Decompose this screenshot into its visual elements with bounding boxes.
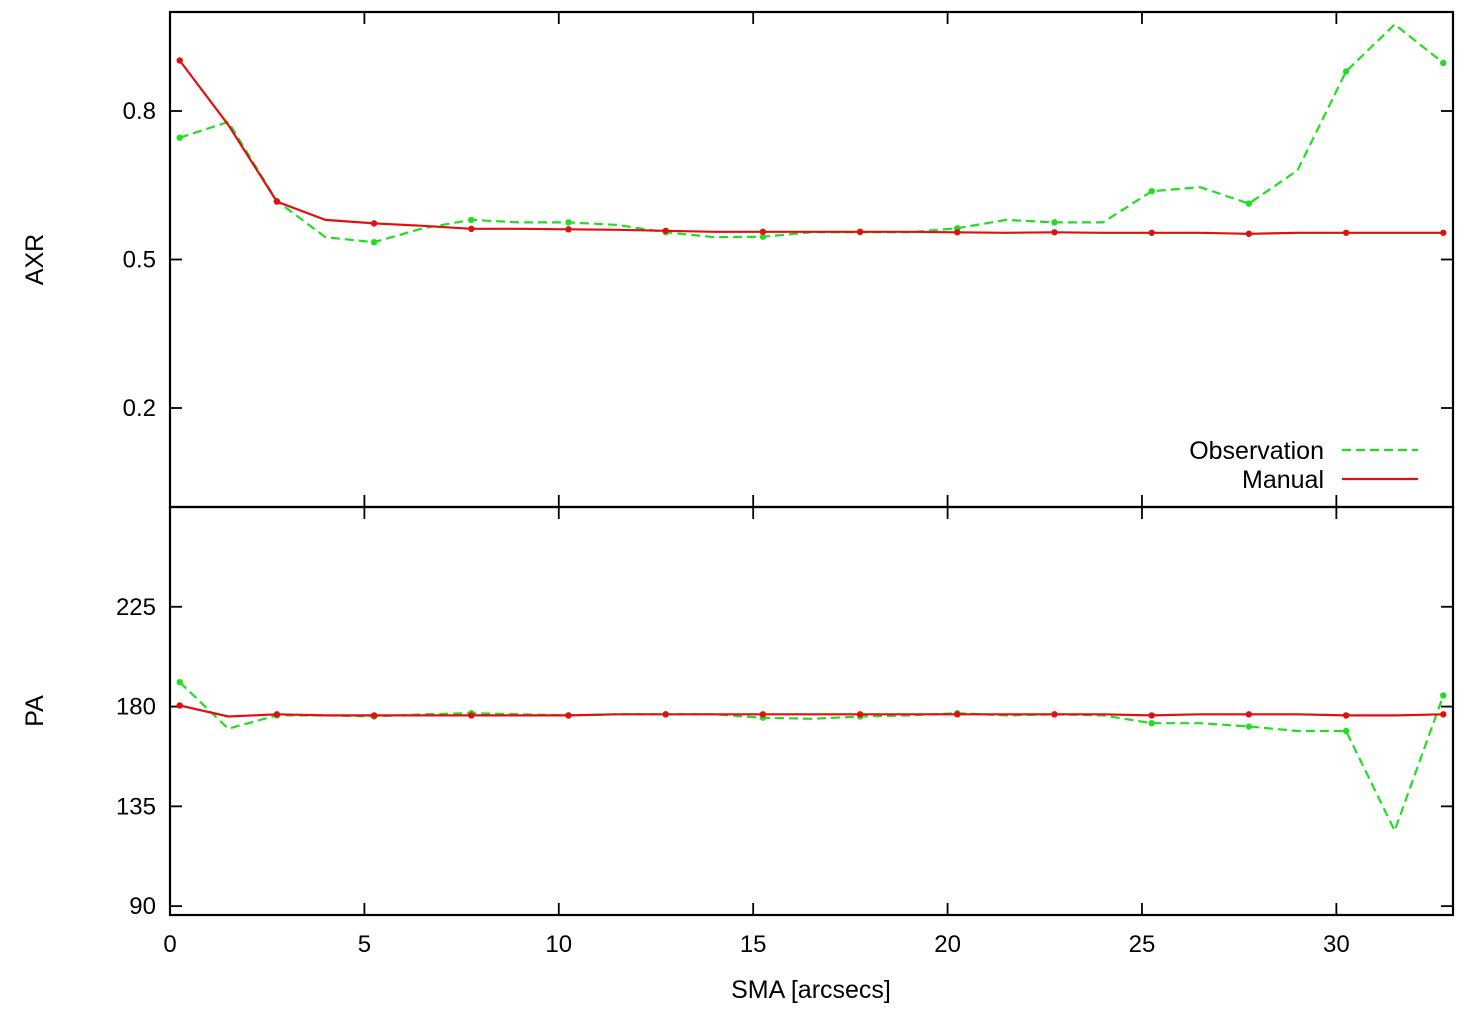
y-tick-label: 0.2 (123, 395, 156, 422)
data-point-manual (176, 702, 183, 709)
data-point-manual (370, 712, 378, 719)
y-tick-label: 0.5 (123, 247, 156, 274)
y-tick-label: 135 (116, 793, 156, 820)
y-tick-label: 225 (116, 594, 156, 621)
data-point-manual (954, 711, 961, 718)
data-point-manual (273, 198, 281, 205)
data-point-observation (1440, 59, 1447, 67)
data-point-manual (1342, 229, 1350, 236)
pa-panel: 90 135 180 225 0 5 10 15 20 25 30 PA (21, 505, 1455, 958)
series-line-manual (178, 59, 1444, 235)
x-axis-title: SMA [arcsecs] (731, 976, 891, 1004)
x-tick-label: 5 (358, 931, 371, 958)
data-point-manual (468, 225, 475, 233)
data-point-manual (1342, 712, 1350, 719)
data-point-observation (565, 219, 572, 226)
x-tick-label: 0 (163, 931, 176, 958)
data-point-observation (370, 238, 378, 246)
data-point-observation (1440, 692, 1447, 699)
data-point-manual (1245, 230, 1253, 237)
data-point-manual (954, 229, 961, 236)
x-tick-label: 25 (1129, 931, 1156, 958)
y-tick-label: 0.8 (123, 98, 156, 125)
data-point-manual (1440, 711, 1447, 718)
data-point-observation (1245, 723, 1253, 730)
data-point-observation (1148, 719, 1155, 727)
y-tick-label: 90 (129, 893, 156, 920)
data-point-manual (759, 228, 767, 235)
data-point-manual (856, 228, 864, 235)
legend-label-observation: Observation (1189, 437, 1324, 465)
data-point-manual (856, 711, 864, 718)
data-point-observation (468, 216, 475, 224)
data-point-manual (1440, 229, 1447, 236)
data-point-manual (176, 57, 183, 64)
data-point-manual (468, 712, 475, 719)
data-point-manual (565, 226, 572, 233)
plot-frame (168, 505, 1455, 917)
x-tick-label: 30 (1323, 931, 1350, 958)
legend: Observation Manual (1189, 437, 1418, 494)
legend-label-manual: Manual (1242, 466, 1324, 494)
data-point-manual (1148, 229, 1155, 236)
y-axis-title: PA (21, 695, 49, 727)
x-tick-label: 10 (545, 931, 572, 958)
data-point-observation (176, 678, 183, 686)
data-point-manual (662, 711, 669, 718)
data-point-manual (370, 220, 378, 227)
data-point-manual (1051, 229, 1058, 236)
data-point-manual (1245, 711, 1253, 718)
data-point-manual (273, 711, 281, 718)
data-point-manual (1051, 711, 1058, 718)
axr-panel: 0.2 0.5 0.8 AXR (21, 10, 1455, 509)
data-point-manual (662, 227, 669, 234)
data-point-observation (1342, 68, 1350, 75)
series-line-manual (179, 704, 1444, 718)
y-tick-label: 180 (116, 694, 156, 721)
data-point-observation (176, 134, 183, 141)
data-point-manual (1148, 712, 1155, 719)
data-point-observation (1148, 187, 1155, 195)
data-point-manual (759, 711, 767, 718)
data-point-manual (565, 712, 572, 719)
y-axis-title: AXR (21, 234, 49, 285)
data-point-observation (1245, 200, 1253, 207)
data-point-observation (1051, 219, 1058, 226)
data-point-observation (1342, 727, 1350, 735)
x-tick-label: 20 (934, 931, 961, 958)
x-tick-label: 15 (740, 931, 767, 958)
data-point-observation (759, 233, 767, 240)
